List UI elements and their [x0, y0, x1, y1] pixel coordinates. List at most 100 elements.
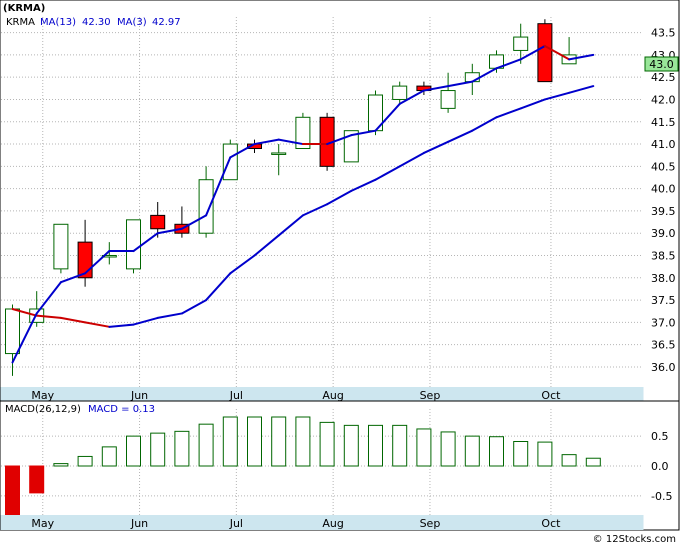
- legend-macd-params: MACD(26,12,9): [5, 404, 81, 415]
- ma13-series: [11, 85, 595, 328]
- macd-bar: [77, 455, 93, 467]
- macd-y-tick: 0.0: [651, 460, 669, 473]
- chart-title: (KRMA): [3, 3, 45, 14]
- candle: [343, 130, 359, 163]
- ma-segment: [422, 140, 450, 154]
- ma-segment: [326, 189, 353, 206]
- ma-segment: [229, 143, 256, 159]
- ma-segment: [301, 203, 329, 217]
- price-panel-frame: [0, 0, 680, 402]
- price-y-tick: 43.5: [651, 27, 676, 40]
- ma-segment: [11, 307, 38, 317]
- ma-segment: [447, 129, 474, 143]
- macd-x-tick: Jun: [130, 517, 148, 530]
- candle: [53, 223, 69, 274]
- macd-bar: [295, 416, 311, 467]
- macd-x-tick-labels: May Jun Jul Aug Sep Oct: [31, 517, 561, 530]
- ma-segment: [253, 138, 280, 146]
- macd-bar: [29, 465, 45, 494]
- price-x-tick-labels: May Jun Jul Aug Sep Oct: [31, 389, 561, 402]
- price-y-tick: 37.5: [651, 294, 676, 307]
- ma-segment: [398, 151, 425, 168]
- candle-body: [440, 90, 456, 109]
- ma-segment: [11, 312, 38, 364]
- ma-segment: [447, 80, 474, 88]
- macd-x-tick: Jul: [229, 517, 243, 530]
- macd-bar: [150, 432, 166, 467]
- ma-segment: [422, 85, 450, 92]
- price-y-tick: 40.5: [651, 160, 676, 173]
- macd-bar: [198, 423, 214, 467]
- macd-bar: [126, 435, 141, 467]
- macd-x-tick: Sep: [420, 517, 441, 530]
- macd-bar: [513, 441, 529, 467]
- price-y-tick-labels: 36.0 36.5 37.0 37.5 38.0 38.5 39.0 39.5 40.0 40.5…: [651, 27, 676, 374]
- candle-body: [464, 72, 480, 83]
- candle-body: [5, 308, 20, 355]
- ma-segment: [326, 134, 353, 146]
- macd-bar: [53, 463, 69, 467]
- price-x-tick: Jul: [229, 389, 243, 402]
- ma-segment: [156, 227, 183, 235]
- macd-bar: [319, 421, 335, 467]
- candle: [295, 112, 311, 150]
- ma-segment: [471, 116, 498, 132]
- macd-bar: [368, 424, 383, 467]
- price-y-tick: 42.5: [651, 71, 676, 84]
- ma-segment: [59, 272, 87, 284]
- ma-segment: [253, 234, 280, 257]
- macd-bar: [222, 416, 238, 467]
- price-legend: KRMA MA(13) 42.30 MA(3) 42.97: [6, 17, 181, 28]
- price-x-tick: Oct: [541, 389, 561, 402]
- price-y-tick: 42.0: [651, 93, 676, 106]
- ma-segment: [156, 312, 183, 319]
- price-y-tick: 40.0: [651, 183, 676, 196]
- macd-bar: [440, 431, 456, 467]
- last-price-badge: 43.0: [644, 56, 679, 72]
- legend-ma13-label: MA(13): [40, 17, 76, 28]
- ma-segment: [132, 316, 159, 326]
- price-y-tick: 39.5: [651, 205, 676, 218]
- legend-ma3-value: 42.97: [152, 17, 181, 28]
- ma-segment: [398, 89, 425, 105]
- price-x-tick: Sep: [420, 389, 441, 402]
- ma-segment: [374, 165, 401, 181]
- candle-body: [222, 143, 238, 181]
- price-y-tick: 41.0: [651, 138, 676, 151]
- legend-macd-value: MACD = 0.13: [88, 404, 155, 415]
- macd-x-tick: May: [31, 517, 54, 530]
- macd-bar: [101, 446, 117, 467]
- macd-bar: [247, 416, 262, 467]
- candle: [126, 219, 141, 274]
- price-x-tick: Jun: [130, 389, 148, 402]
- macd-x-tick: Oct: [541, 517, 561, 530]
- macd-bar: [537, 441, 553, 467]
- ma-segment: [229, 254, 256, 275]
- candle-body: [126, 219, 141, 270]
- ma-segment: [84, 321, 111, 328]
- ma-segment: [35, 281, 62, 315]
- candle-body: [295, 116, 311, 150]
- candle-body: [537, 23, 553, 83]
- price-y-tick: 38.0: [651, 272, 676, 285]
- ma-segment: [180, 299, 208, 315]
- macd-bar: [585, 457, 601, 467]
- price-panel-title-bar: [0, 0, 644, 17]
- ma-segment: [132, 232, 159, 253]
- footer-credit: © 12Stocks.com: [593, 534, 676, 545]
- price-y-tick: 37.0: [651, 316, 676, 329]
- macd-legend: MACD(26,12,9) MACD = 0.13: [5, 404, 155, 415]
- ma-segment: [543, 44, 571, 61]
- last-price-label: 43.0: [649, 58, 674, 71]
- price-y-tick: 36.0: [651, 361, 676, 374]
- macd-y-tick-labels: -0.5 0.0 0.5: [651, 430, 672, 503]
- ma-segment: [84, 250, 111, 275]
- ma-segment: [35, 314, 62, 319]
- legend-ma13-value: 42.30: [82, 17, 111, 28]
- candle-body: [198, 179, 214, 234]
- macd-y-tick: 0.5: [651, 430, 669, 443]
- price-x-tick: May: [31, 389, 54, 402]
- ma-segment: [568, 85, 595, 94]
